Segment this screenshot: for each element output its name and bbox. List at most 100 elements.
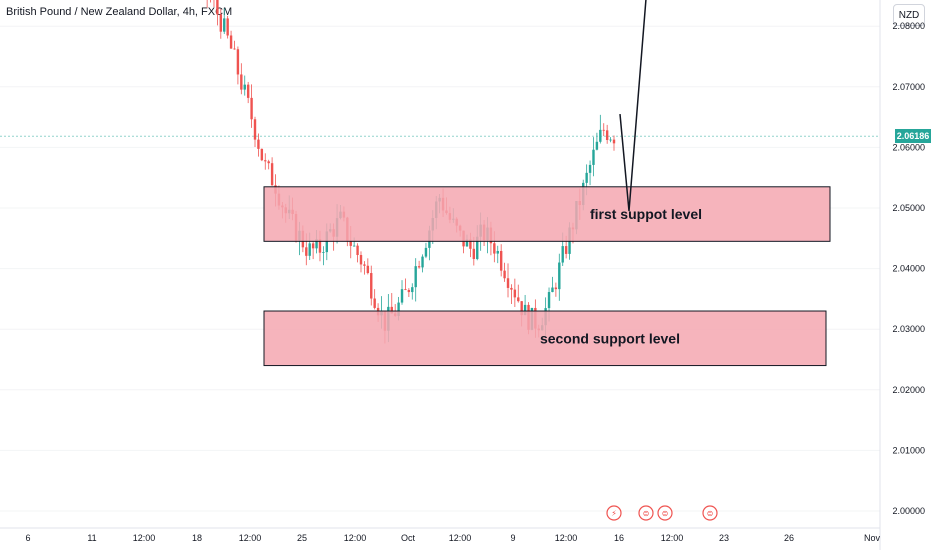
price-tick-label: 2.04000	[892, 264, 925, 274]
candle-body	[246, 84, 250, 98]
event-glyph-icon: ⊜	[643, 509, 650, 518]
candle-body	[260, 148, 264, 161]
candle-body	[243, 84, 246, 90]
zone-support	[263, 186, 831, 242]
candle-body	[363, 264, 366, 266]
event-glyph-icon: ⊜	[662, 509, 669, 518]
candle-body	[499, 250, 503, 271]
candle-body	[370, 273, 373, 299]
candle-body	[315, 239, 318, 249]
event-glyph-icon: ⊜	[707, 509, 714, 518]
candle-body	[308, 243, 311, 256]
time-tick-label: 12:00	[344, 533, 367, 543]
candle-body	[373, 298, 376, 308]
candle-body	[219, 14, 223, 32]
candle-body	[311, 243, 315, 249]
event-marker-icon	[657, 505, 673, 521]
candle-body	[523, 304, 527, 316]
price-tick-label: 2.02000	[892, 385, 925, 395]
time-tick-label: 12:00	[555, 533, 578, 543]
price-tick-label: 2.08000	[892, 21, 925, 31]
time-tick-label: 12:00	[133, 533, 156, 543]
zone-label: first suppot level	[590, 206, 702, 222]
candle-body	[233, 48, 236, 50]
candle-body	[558, 262, 561, 290]
candles	[206, 0, 616, 344]
candle-body	[564, 246, 568, 254]
time-tick-label: 12:00	[449, 533, 472, 543]
candle-body	[609, 139, 612, 141]
time-tick-label: 9	[510, 533, 515, 543]
time-tick-label: 25	[297, 533, 307, 543]
price-tick-label: 2.00000	[892, 506, 925, 516]
candle-body	[510, 287, 513, 290]
event-marker-icon	[638, 505, 654, 521]
candle-body	[417, 266, 421, 268]
candle-body	[496, 250, 499, 254]
event-glyph-icon: ⚡	[611, 509, 617, 518]
candle-body	[612, 139, 616, 144]
time-tick-label: Nov	[864, 533, 881, 543]
time-tick-label: 18	[192, 533, 202, 543]
candle-body	[414, 266, 417, 288]
candle-body	[253, 119, 257, 140]
candle-body	[349, 240, 352, 246]
candle-body	[356, 245, 359, 256]
time-tick-label: 12:00	[661, 533, 684, 543]
candle-body	[216, 0, 219, 15]
candle-body	[318, 239, 322, 253]
candle-body	[267, 161, 270, 164]
price-tick-label: 2.01000	[892, 445, 925, 455]
candle-body	[236, 49, 240, 75]
time-tick-label: 6	[25, 533, 30, 543]
candle-body	[264, 160, 267, 162]
candle-body	[506, 278, 510, 288]
price-tick-label: 2.06000	[892, 142, 925, 152]
zones: Target 2Target 1first suppot levelsecond…	[263, 186, 831, 367]
price-tick-label: 2.07000	[892, 82, 925, 92]
candle-body	[270, 163, 274, 186]
candle-body	[476, 236, 479, 259]
candle-body	[223, 18, 226, 32]
candle-body	[229, 35, 233, 49]
projection-line	[619, 0, 647, 212]
candle-body	[257, 139, 260, 149]
projection-path	[619, 0, 647, 212]
candle-body	[240, 74, 243, 90]
candle-body	[390, 306, 393, 314]
candle-body	[366, 265, 370, 274]
time-tick-label: 23	[719, 533, 729, 543]
candle-body	[400, 289, 404, 303]
last-price-tag: 2.06186	[895, 129, 931, 144]
candle-body	[465, 239, 469, 247]
candle-body	[551, 287, 554, 293]
time-tick-label: 16	[614, 533, 624, 543]
candle-body	[520, 301, 523, 316]
candle-body	[250, 97, 253, 120]
candle-body	[469, 239, 472, 249]
candle-body	[547, 292, 551, 309]
time-tick-label: 26	[784, 533, 794, 543]
price-tick-label: 2.05000	[892, 203, 925, 213]
candle-body	[352, 245, 356, 247]
event-marker-icon	[702, 505, 718, 521]
candle-body	[592, 149, 595, 165]
time-axis: 6 11 12:00 18 12:00 25 12:00 Oct 12:00 9 12:00 16 12…	[25, 533, 880, 543]
candle-body	[503, 270, 506, 279]
grid	[0, 25, 880, 512]
candle-body	[421, 256, 424, 268]
time-tick-label: 12:00	[239, 533, 262, 543]
candle-body	[397, 302, 400, 316]
candle-body	[554, 287, 558, 290]
zone-label: second support level	[540, 330, 680, 346]
candle-body	[322, 252, 325, 253]
candle-body	[404, 289, 407, 290]
candle-body	[585, 172, 588, 183]
time-tick-label: 11	[87, 533, 96, 543]
candle-body	[561, 246, 564, 263]
candle-body	[599, 129, 602, 142]
currency-button[interactable]: NZD	[893, 4, 925, 26]
candle-body	[411, 287, 414, 293]
